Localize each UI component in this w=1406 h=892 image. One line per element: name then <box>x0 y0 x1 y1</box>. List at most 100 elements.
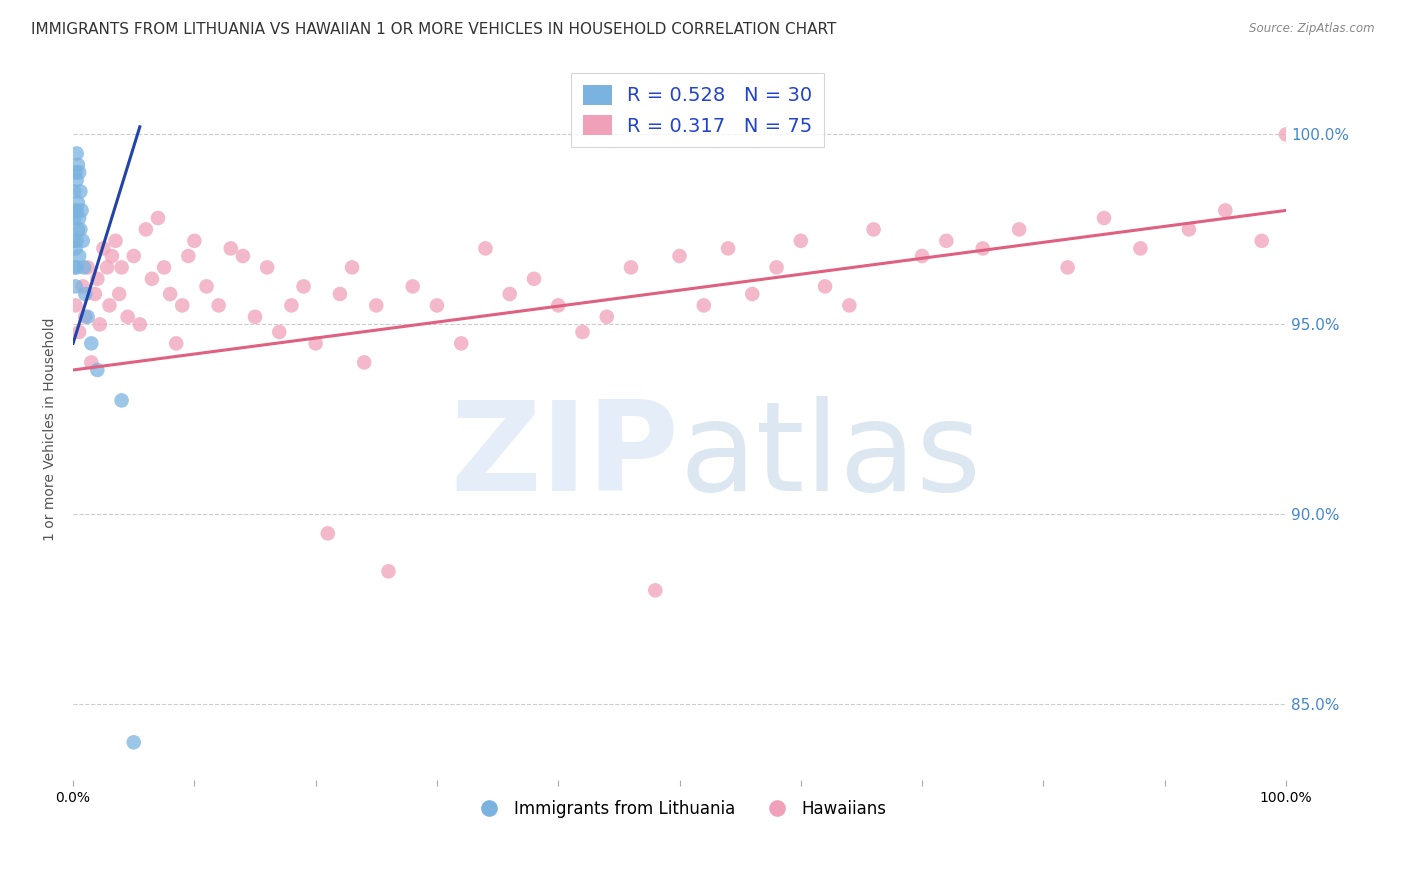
Point <box>911 249 934 263</box>
Point <box>65 165 87 179</box>
Point <box>66 173 89 187</box>
Point <box>86 363 108 377</box>
Point <box>195 279 218 293</box>
Point <box>122 735 145 749</box>
Point <box>474 241 496 255</box>
Point <box>76 260 98 275</box>
Point <box>76 310 98 324</box>
Point <box>80 355 103 369</box>
Text: IMMIGRANTS FROM LITHUANIA VS HAWAIIAN 1 OR MORE VEHICLES IN HOUSEHOLD CORRELATIO: IMMIGRANTS FROM LITHUANIA VS HAWAIIAN 1 … <box>31 22 837 37</box>
Point <box>69 222 91 236</box>
Point <box>1213 203 1236 218</box>
Point <box>63 185 86 199</box>
Point <box>935 234 957 248</box>
Point <box>269 325 291 339</box>
Point <box>353 355 375 369</box>
Point <box>108 287 131 301</box>
Point <box>292 279 315 293</box>
Legend: Immigrants from Lithuania, Hawaiians: Immigrants from Lithuania, Hawaiians <box>465 793 893 825</box>
Text: Source: ZipAtlas.com: Source: ZipAtlas.com <box>1250 22 1375 36</box>
Point <box>1008 222 1031 236</box>
Point <box>814 279 837 293</box>
Point <box>101 249 124 263</box>
Point <box>65 298 87 312</box>
Point <box>75 310 97 324</box>
Point <box>741 287 763 301</box>
Point <box>80 336 103 351</box>
Point <box>98 298 121 312</box>
Point <box>450 336 472 351</box>
Point <box>89 318 111 332</box>
Point <box>668 249 690 263</box>
Point <box>1275 128 1298 142</box>
Y-axis label: 1 or more Vehicles in Household: 1 or more Vehicles in Household <box>44 318 58 541</box>
Point <box>69 185 91 199</box>
Point <box>172 298 194 312</box>
Point <box>66 146 89 161</box>
Point <box>141 272 163 286</box>
Point <box>862 222 884 236</box>
Point <box>1129 241 1152 255</box>
Point <box>838 298 860 312</box>
Point <box>177 249 200 263</box>
Point <box>63 260 86 275</box>
Point <box>72 279 94 293</box>
Point <box>146 211 169 225</box>
Point <box>110 393 132 408</box>
Point <box>499 287 522 301</box>
Point <box>65 279 87 293</box>
Point <box>66 203 89 218</box>
Point <box>65 241 87 255</box>
Point <box>73 260 96 275</box>
Point <box>67 165 90 179</box>
Point <box>243 310 266 324</box>
Point <box>644 583 666 598</box>
Point <box>66 222 89 236</box>
Point <box>66 234 89 248</box>
Point <box>86 272 108 286</box>
Point <box>128 318 150 332</box>
Point <box>1178 222 1201 236</box>
Point <box>66 158 89 172</box>
Text: atlas: atlas <box>679 396 981 517</box>
Point <box>183 234 205 248</box>
Point <box>596 310 619 324</box>
Point <box>1250 234 1272 248</box>
Point <box>790 234 813 248</box>
Point <box>67 249 90 263</box>
Point <box>366 298 388 312</box>
Point <box>159 287 181 301</box>
Text: ZIP: ZIP <box>451 396 679 517</box>
Point <box>104 234 127 248</box>
Point <box>67 325 90 339</box>
Point <box>208 298 231 312</box>
Point <box>329 287 352 301</box>
Point <box>65 203 87 218</box>
Point <box>523 272 546 286</box>
Point <box>377 565 399 579</box>
Point <box>547 298 569 312</box>
Point <box>340 260 363 275</box>
Point <box>66 195 89 210</box>
Point <box>972 241 994 255</box>
Point <box>84 287 107 301</box>
Point <box>232 249 254 263</box>
Point <box>93 241 115 255</box>
Point <box>75 287 97 301</box>
Point <box>153 260 176 275</box>
Point <box>717 241 740 255</box>
Point <box>256 260 278 275</box>
Point <box>96 260 118 275</box>
Point <box>122 249 145 263</box>
Point <box>63 234 86 248</box>
Point <box>135 222 157 236</box>
Point <box>63 211 86 225</box>
Point <box>165 336 187 351</box>
Point <box>72 234 94 248</box>
Point <box>110 260 132 275</box>
Point <box>70 203 93 218</box>
Point <box>316 526 339 541</box>
Point <box>765 260 787 275</box>
Point <box>219 241 242 255</box>
Point <box>620 260 643 275</box>
